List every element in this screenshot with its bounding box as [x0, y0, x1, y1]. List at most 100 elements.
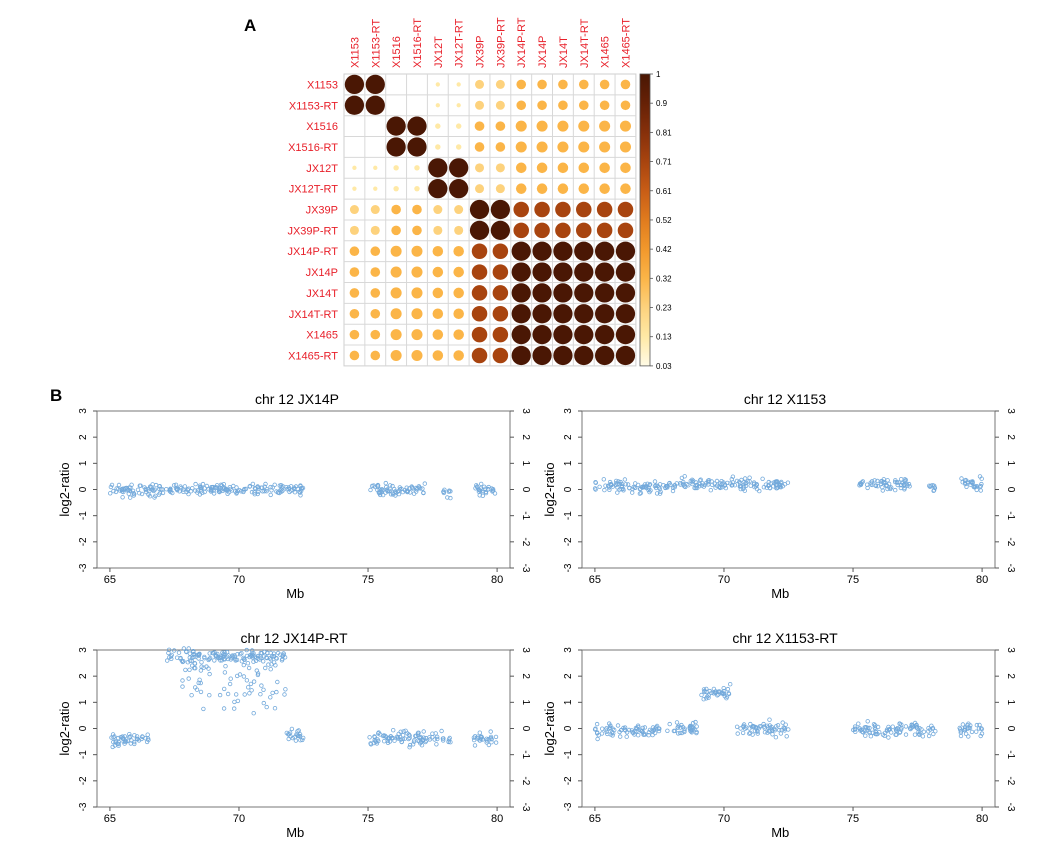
- corr-circle: [432, 266, 444, 278]
- x-tick-label: 65: [104, 574, 116, 586]
- data-point: [903, 732, 909, 737]
- corr-circle: [574, 304, 594, 324]
- corr-circle: [511, 304, 531, 324]
- data-point: [207, 651, 212, 656]
- data-point: [897, 730, 902, 735]
- scatter-panel-4: chr 12 X1153-RT 3 3 2 2 1 1 0 0 -1 -1 -2 -2 -3 -3 65 70 7…: [542, 630, 1016, 840]
- data-point: [394, 734, 400, 739]
- data-point: [597, 484, 602, 489]
- data-point: [199, 664, 204, 669]
- corr-circle: [475, 100, 485, 110]
- corr-circle: [532, 241, 552, 261]
- data-point: [407, 745, 412, 750]
- data-point: [968, 482, 973, 487]
- data-point: [271, 654, 276, 659]
- data-point: [714, 478, 720, 484]
- corr-circle: [390, 287, 402, 299]
- data-point: [608, 481, 613, 487]
- y-axis-label: log2-ratio: [542, 462, 557, 516]
- data-point: [893, 478, 898, 483]
- corr-circle: [615, 283, 636, 303]
- data-point: [251, 659, 256, 664]
- data-point: [886, 735, 891, 740]
- data-point: [472, 734, 478, 739]
- data-point: [448, 740, 453, 745]
- data-point: [872, 478, 877, 483]
- corr-circle: [471, 306, 488, 322]
- data-point: [978, 488, 983, 493]
- data-point: [897, 721, 902, 726]
- data-point: [390, 483, 395, 489]
- corr-circle: [492, 264, 509, 280]
- corr-circle: [490, 220, 511, 241]
- x-tick-label: 80: [976, 574, 988, 586]
- corr-circle: [515, 183, 527, 194]
- data-point: [430, 735, 435, 740]
- data-point: [747, 475, 752, 480]
- y-axis-label: log2-ratio: [57, 462, 72, 516]
- data-point: [409, 484, 414, 489]
- data-point: [116, 482, 122, 488]
- data-point: [647, 482, 653, 487]
- corr-circle: [578, 141, 590, 153]
- corr-circle: [432, 329, 444, 340]
- data-point: [261, 659, 266, 664]
- data-point: [376, 731, 381, 736]
- data-point: [646, 730, 652, 735]
- data-point: [898, 483, 904, 488]
- corr-circle: [449, 179, 469, 199]
- data-point: [367, 735, 372, 740]
- data-point: [393, 493, 398, 498]
- data-point: [232, 699, 237, 705]
- data-point: [377, 487, 382, 492]
- data-point: [178, 656, 183, 661]
- corr-circle: [574, 345, 594, 366]
- corr-circle: [454, 225, 464, 235]
- data-point: [478, 486, 483, 491]
- corr-circle: [574, 262, 594, 282]
- data-point: [239, 651, 244, 656]
- x-tick-label: 70: [718, 813, 730, 825]
- data-point: [446, 739, 451, 745]
- data-point: [400, 733, 406, 738]
- corr-circle: [555, 201, 571, 218]
- data-point: [856, 721, 861, 726]
- data-point: [706, 695, 711, 700]
- corr-circle: [599, 120, 611, 132]
- data-point: [899, 477, 904, 482]
- corr-circle: [349, 246, 360, 257]
- data-point: [237, 672, 243, 677]
- corr-circle: [553, 283, 573, 303]
- data-point: [249, 688, 254, 693]
- y-tick-label: -3: [78, 802, 89, 811]
- y-tick-label-right: 1: [520, 700, 531, 706]
- data-point: [218, 658, 223, 663]
- data-point: [917, 732, 922, 737]
- y-tick-label: -2: [563, 537, 574, 546]
- data-point: [137, 483, 142, 488]
- data-point: [260, 489, 265, 494]
- data-point: [225, 691, 231, 697]
- data-point: [595, 730, 600, 735]
- data-point: [774, 485, 780, 491]
- corr-col-label: JX12T-RT: [454, 18, 466, 68]
- x-tick-label: 65: [589, 574, 601, 586]
- data-point: [979, 726, 985, 732]
- data-point: [368, 742, 374, 747]
- data-point: [139, 491, 145, 497]
- data-point: [867, 725, 872, 731]
- corr-col-label: JX14P-RT: [516, 17, 528, 68]
- corr-circle: [428, 158, 448, 178]
- data-point: [178, 484, 183, 489]
- corr-circle: [594, 345, 615, 366]
- data-point: [198, 668, 204, 673]
- data-point: [132, 733, 137, 738]
- data-point: [410, 742, 416, 747]
- corr-circle: [513, 222, 529, 239]
- data-point: [234, 485, 239, 490]
- corr-circle: [553, 262, 573, 282]
- data-point: [383, 490, 388, 495]
- data-point: [387, 488, 392, 493]
- data-point: [608, 732, 613, 737]
- data-point: [421, 729, 426, 734]
